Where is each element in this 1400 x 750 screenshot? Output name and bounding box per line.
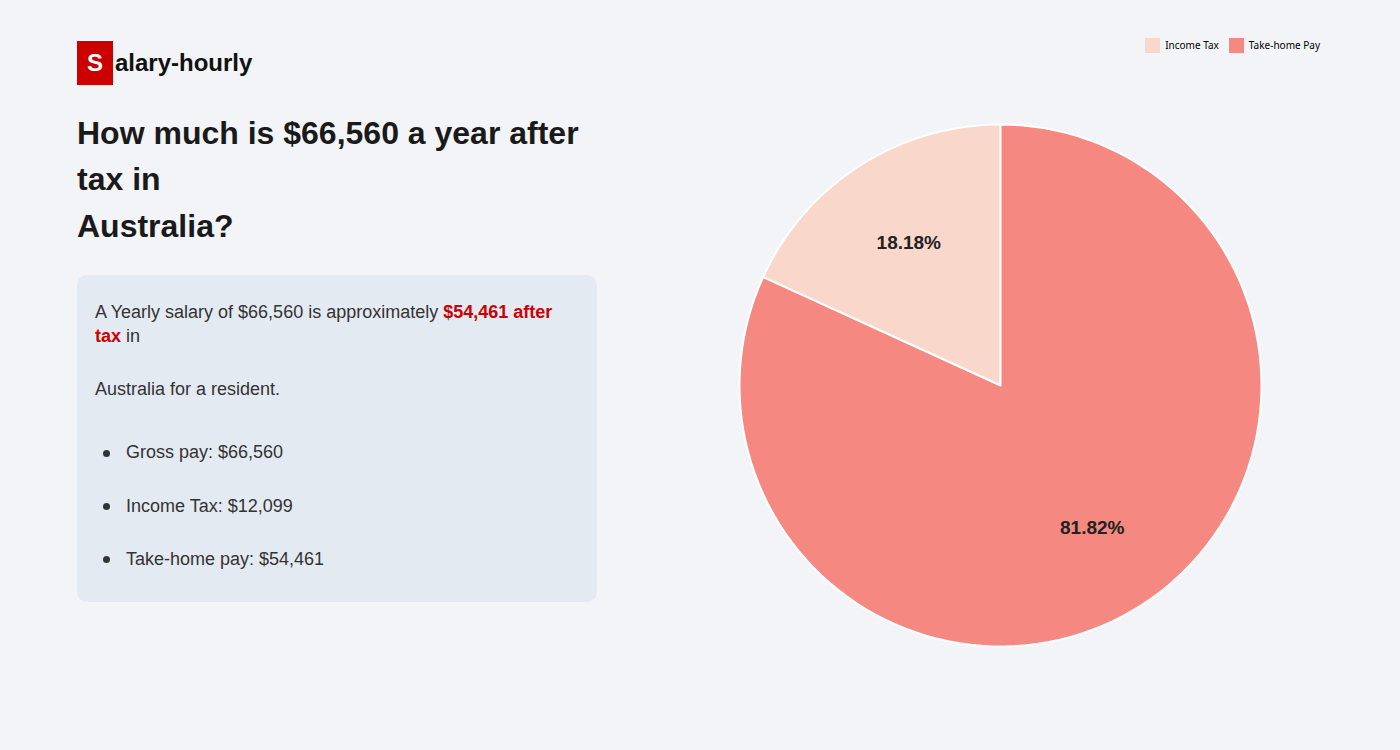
- svg-text:18.18%: 18.18%: [877, 232, 942, 253]
- html-text:Income Tax: $12,099: Income Tax: $12,099: [126, 495, 293, 516]
- html-text:Australia for a resident.: Australia for a resident.: [95, 379, 281, 399]
- html-text:Take-home pay: $54,461: Take-home pay: $54,461: [126, 549, 325, 570]
- svg-text:81.82%: 81.82%: [1060, 517, 1125, 538]
- html-text:alary-hourly: alary-hourly: [115, 49, 253, 76]
- html-text:A Yearly salary of $66,560 is: A Yearly salary of $66,560 is approximat…: [95, 302, 553, 346]
- html-text:Take-home Pay: Take-home Pay: [1248, 38, 1320, 52]
- html-text:Income Tax: Income Tax: [1165, 38, 1219, 52]
- html-text:Gross pay: $66,560: Gross pay: $66,560: [126, 442, 284, 463]
- html-text:How much is $66,560 a year aft: How much is $66,560 a year after tax in …: [77, 115, 579, 244]
- html-text:S: S: [87, 49, 103, 76]
